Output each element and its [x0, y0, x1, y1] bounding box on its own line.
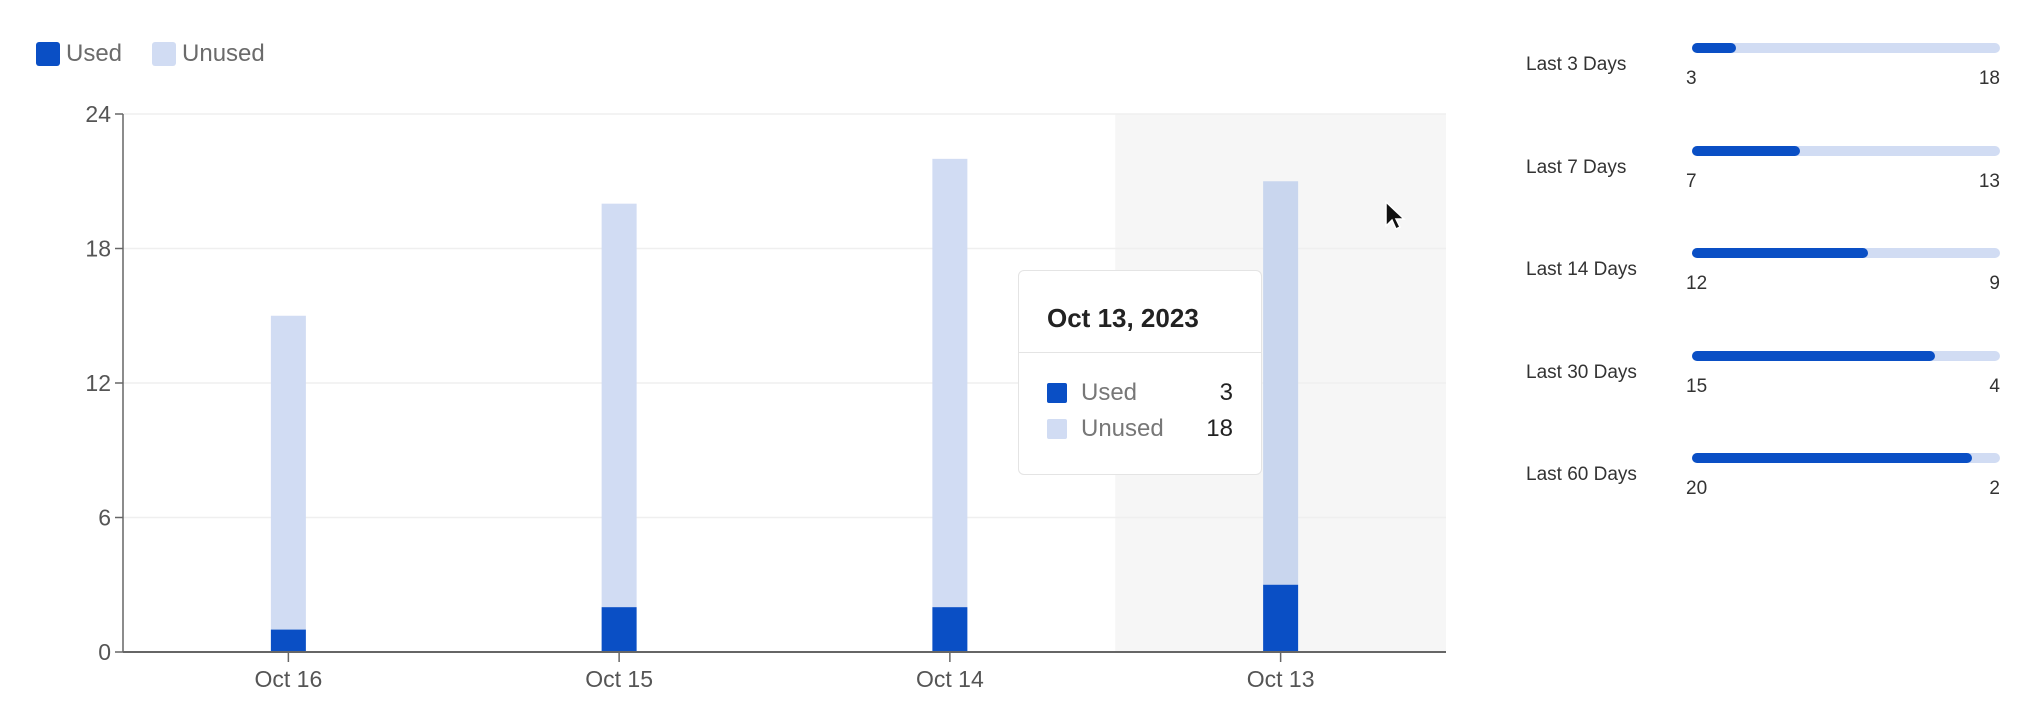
usage-progress-fill	[1692, 146, 1800, 156]
legend-item-used[interactable]: Used	[36, 40, 122, 68]
y-tick-label: 6	[98, 505, 111, 531]
y-tick-label: 0	[98, 639, 111, 665]
bar-used	[270, 629, 306, 652]
tooltip-label: Used	[1081, 379, 1138, 406]
bar-used	[1263, 584, 1299, 652]
tooltip-value: 3	[1219, 379, 1233, 406]
tooltip-label: Unused	[1081, 415, 1164, 442]
summary-row: Last 3 Days 3 18	[1526, 43, 2006, 128]
used-count: 7	[1686, 171, 1697, 192]
bar-unused	[932, 158, 968, 608]
summary-label: Last 3 Days	[1526, 54, 1627, 75]
tooltip-swatch-used	[1047, 383, 1067, 403]
y-tick-label: 12	[85, 370, 111, 396]
bar-unused	[270, 315, 306, 630]
summary-label: Last 60 Days	[1526, 464, 1637, 485]
tooltip-swatch-unused	[1047, 419, 1067, 439]
y-tick-label: 18	[85, 236, 111, 262]
x-tick-label: Oct 13	[1247, 666, 1315, 692]
chart-tooltip: Oct 13, 2023 Used 3 Unused 18	[1018, 270, 1262, 475]
unused-count: 4	[1989, 376, 2000, 397]
x-tick-label: Oct 16	[254, 666, 322, 692]
usage-progress-fill	[1692, 248, 1868, 258]
x-tick-label: Oct 15	[585, 666, 653, 692]
y-tick-label: 24	[85, 101, 111, 127]
used-count: 15	[1686, 376, 1708, 397]
summary-row: Last 14 Days 12 9	[1526, 248, 2006, 333]
unused-count: 2	[1989, 478, 2000, 499]
usage-progress-fill	[1692, 43, 1737, 53]
summary-row: Last 60 Days 20 2	[1526, 453, 2006, 538]
summary-label: Last 14 Days	[1526, 259, 1637, 280]
tooltip-row-used: Used 3	[1019, 375, 1261, 411]
usage-progress-bar	[1692, 248, 2000, 258]
legend-label: Unused	[182, 40, 265, 67]
legend-item-unused[interactable]: Unused	[152, 40, 265, 68]
unused-count: 13	[1978, 171, 2000, 192]
unused-count: 9	[1989, 273, 2000, 294]
summary-row: Last 30 Days 15 4	[1526, 351, 2006, 436]
tooltip-row-unused: Unused 18	[1019, 411, 1261, 447]
usage-progress-bar	[1692, 43, 2000, 53]
unused-count: 18	[1978, 68, 2000, 89]
bar-unused	[601, 203, 637, 608]
used-count: 12	[1686, 273, 1708, 294]
tooltip-title: Oct 13, 2023	[1019, 271, 1261, 353]
summary-label: Last 30 Days	[1526, 362, 1637, 383]
chart-legend: Used Unused	[36, 40, 265, 68]
x-tick-label: Oct 14	[916, 666, 984, 692]
mouse-cursor-icon	[1385, 200, 1406, 231]
legend-swatch-used	[36, 42, 60, 66]
tooltip-value: 18	[1206, 415, 1233, 442]
usage-progress-fill	[1692, 453, 1972, 463]
bar-used	[601, 607, 637, 652]
legend-label: Used	[66, 40, 123, 67]
bar-unused	[1263, 181, 1299, 585]
usage-progress-fill	[1692, 351, 1936, 361]
usage-progress-bar	[1692, 146, 2000, 156]
used-count: 3	[1686, 68, 1697, 89]
used-count: 20	[1686, 478, 1708, 499]
bar-used	[932, 607, 968, 652]
summary-row: Last 7 Days 7 13	[1526, 146, 2006, 231]
legend-swatch-unused	[152, 42, 177, 66]
summary-label: Last 7 Days	[1526, 157, 1627, 178]
usage-progress-bar	[1692, 351, 2000, 361]
usage-progress-bar	[1692, 453, 2000, 463]
